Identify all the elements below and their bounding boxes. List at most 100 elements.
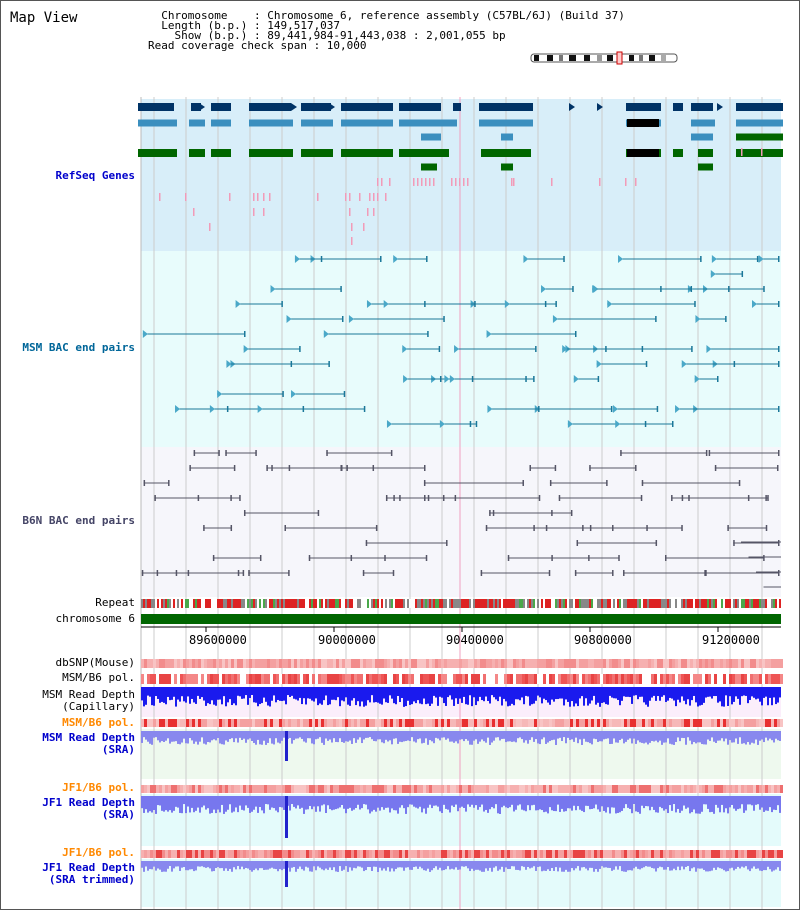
heat-cell [189,850,192,858]
msm-b6-pol-sra-track-label[interactable]: MSM/B6 pol. [62,716,135,729]
heat-cell [720,850,723,858]
refseq-small-feature [389,178,391,186]
heat-cell [600,674,603,684]
read-depth-bar [219,687,221,700]
heat-cell [633,674,636,684]
msm-bac-end-pairs-track-label[interactable]: MSM BAC end pairs [22,341,135,354]
read-depth-bar [325,731,327,739]
read-depth-bar [361,731,363,744]
heat-cell [600,785,603,793]
read-depth-bar [665,731,667,743]
read-depth-bar [713,731,715,742]
repeat-track-label[interactable]: Repeat [95,596,135,609]
read-depth-bar [575,861,577,869]
heat-cell [771,850,774,858]
read-depth-bar [535,861,537,871]
read-depth-bar [211,687,213,701]
bac-end-marker [763,286,765,292]
read-depth-bar [183,861,185,868]
read-depth-bar [741,687,743,697]
read-depth-bar [641,687,643,697]
read-depth-bar [151,731,153,745]
read-depth-bar [353,861,355,868]
heat-cell [258,785,261,793]
heat-cell [513,674,516,684]
msm-read-depth-sra-label[interactable]: MSM Read Depth (SRA) [1,732,135,756]
heat-cell [369,659,372,668]
b6n-bac-end-pairs-track-label[interactable]: B6N BAC end pairs [22,514,135,527]
chromosome-ideogram[interactable] [529,51,681,65]
heat-cell [270,719,273,727]
read-depth-bar [755,687,757,700]
heat-cell [156,719,159,727]
repeat-element [755,599,757,608]
bac-end-marker [640,495,643,501]
refseq-genes-track-label[interactable]: RefSeq Genes [55,169,135,182]
heat-cell [240,850,243,858]
read-depth-bar [323,861,325,871]
read-depth-bar [439,796,441,812]
read-depth-bar [381,861,383,871]
heat-cell [294,719,297,727]
heat-cell [768,719,771,727]
heat-cell [174,850,177,858]
repeat-element [497,599,499,608]
heat-cell [162,674,165,684]
msm-b6-pol-track-label[interactable]: MSM/B6 pol. [62,671,135,684]
heat-cell [246,719,249,727]
chromosome-track-label[interactable]: chromosome 6 [55,612,135,625]
repeat-element [259,599,261,608]
heat-cell [453,785,456,793]
msm-read-depth-capillary-label[interactable]: MSM Read Depth (Capillary) [1,689,135,713]
heat-cell [141,659,144,668]
heat-cell [480,850,483,858]
read-depth-bar [205,687,207,706]
heat-cell [675,674,678,684]
read-depth-bar [411,687,413,705]
read-depth-bar [623,687,625,697]
read-depth-bar [359,731,361,738]
read-depth-bar [689,687,691,706]
heat-cell [348,719,351,727]
read-depth-bar [723,796,725,813]
read-depth-bar [465,731,467,740]
heat-cell [753,719,756,727]
heat-cell [177,785,180,793]
jf1-read-depth-sra-label[interactable]: JF1 Read Depth (SRA) [1,797,135,821]
read-depth-bar [523,861,525,867]
heat-cell [684,785,687,793]
repeat-element [705,599,707,608]
bac-end-marker [299,346,301,352]
jf1-b6-pol-track-label[interactable]: JF1/B6 pol. [62,781,135,794]
refseq-small-feature [359,193,361,201]
read-depth-bar [759,861,761,871]
read-depth-bar [673,796,675,805]
read-depth-bar [541,796,543,811]
heat-cell [267,659,270,668]
repeat-element [353,599,355,608]
heat-cell [630,659,633,668]
read-depth-bar [535,731,537,740]
heat-cell [228,659,231,668]
repeat-element [645,599,647,608]
jf1-read-depth-trimmed-label[interactable]: JF1 Read Depth (SRA trimmed) [1,862,135,886]
chromosome-bar [141,614,781,624]
read-depth-bar [639,796,641,814]
read-depth-bar [609,731,611,745]
read-depth-bar [639,731,641,743]
read-depth-bar [767,687,769,706]
read-depth-bar [695,731,697,744]
heat-cell [759,719,762,727]
read-depth-bar [617,687,619,700]
read-depth-bar [547,861,549,870]
read-depth-bar [735,687,737,697]
read-depth-bar [415,796,417,808]
jf1-b6-pol-trimmed-track-label[interactable]: JF1/B6 pol. [62,846,135,859]
heat-cell [306,785,309,793]
heat-cell [426,674,429,684]
heat-cell [366,659,369,668]
refseq-small-feature [463,178,465,186]
dbsnp-track-label[interactable]: dbSNP(Mouse) [55,656,135,669]
heat-cell [747,659,750,668]
